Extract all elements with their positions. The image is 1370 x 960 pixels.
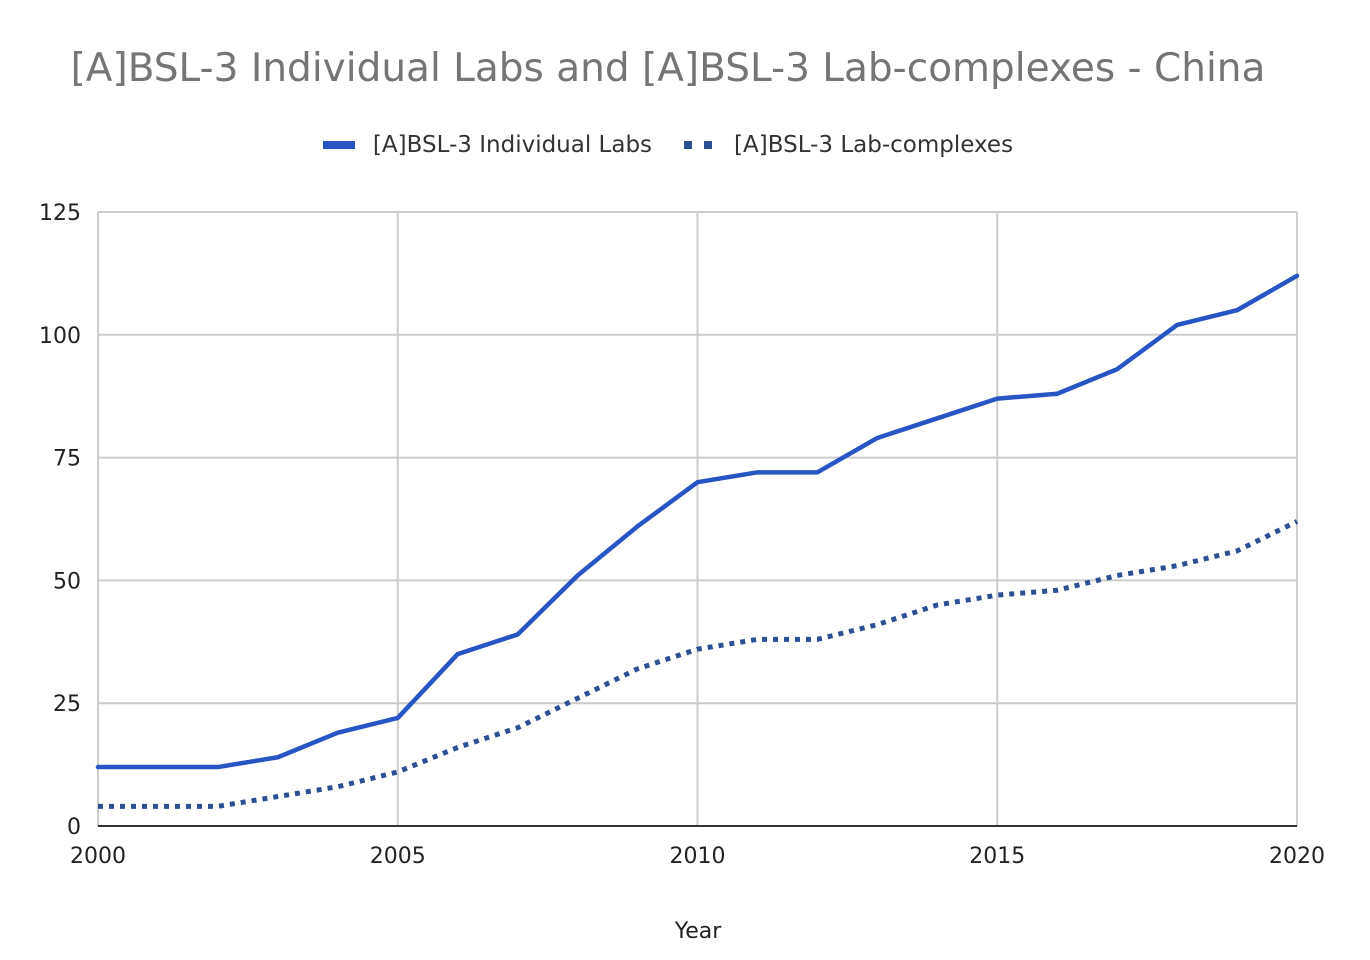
y-tick-label-50: 50	[53, 569, 81, 594]
series-line-lab-complexes	[98, 519, 1299, 809]
y-tick-label-25: 25	[53, 692, 81, 717]
legend-label-lab-complexes: [A]BSL-3 Lab-complexes	[734, 132, 1014, 158]
y-tick-label-100: 100	[39, 324, 81, 349]
y-tick-label-75: 75	[53, 447, 81, 472]
x-tick-label-2010: 2010	[670, 844, 726, 869]
chart-legend: [A]BSL-3 Individual Labs [A]BSL-3 Lab-co…	[0, 132, 1336, 158]
legend-item-lab-complexes: [A]BSL-3 Lab-complexes	[684, 132, 1013, 158]
legend-swatch-dotted	[684, 141, 713, 149]
x-axis-title: Year	[674, 919, 723, 944]
series-line-individual-labs	[95, 273, 1300, 770]
gridlines	[97, 211, 1298, 826]
y-tick-label-0: 0	[67, 815, 81, 840]
tick-labels: 0 25 50 75 100 125 2000 2005 2010 2015 2020	[39, 201, 1325, 869]
series-lines	[95, 273, 1300, 809]
x-tick-label-2000: 2000	[70, 844, 126, 869]
legend-label-individual-labs: [A]BSL-3 Individual Labs	[372, 132, 653, 158]
legend-swatch-solid	[322, 141, 355, 149]
y-tick-label-125: 125	[39, 201, 81, 226]
chart-title: [A]BSL-3 Individual Labs and [A]BSL-3 La…	[70, 46, 1266, 91]
legend-item-individual-labs: [A]BSL-3 Individual Labs	[322, 132, 653, 158]
x-tick-label-2005: 2005	[370, 844, 426, 869]
x-tick-label-2015: 2015	[969, 844, 1025, 869]
x-tick-label-2020: 2020	[1269, 844, 1325, 869]
